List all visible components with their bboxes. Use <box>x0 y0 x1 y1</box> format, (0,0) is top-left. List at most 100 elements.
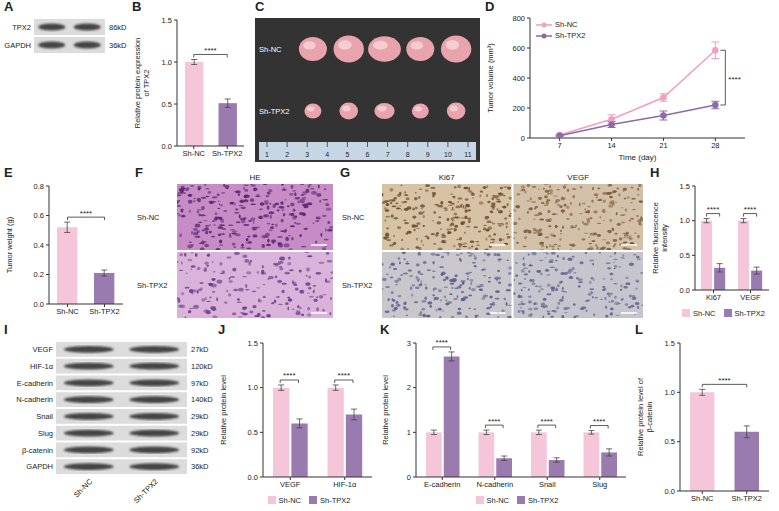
svg-text:0: 0 <box>521 134 525 143</box>
svg-text:Relative protein expression: Relative protein expression <box>133 38 142 128</box>
svg-text:Slug: Slug <box>592 480 607 489</box>
svg-text:36kD: 36kD <box>109 41 127 50</box>
svg-text:****: **** <box>707 205 719 214</box>
svg-text:1: 1 <box>407 428 411 437</box>
svg-text:3: 3 <box>305 151 309 158</box>
svg-text:Sh-TPX2: Sh-TPX2 <box>137 281 167 290</box>
svg-text:0.2: 0.2 <box>34 270 44 279</box>
svg-text:****: **** <box>744 205 756 214</box>
svg-text:120kD: 120kD <box>191 362 213 371</box>
svg-text:0.5: 0.5 <box>680 251 690 260</box>
svg-text:1.5: 1.5 <box>248 339 258 348</box>
svg-text:0.0: 0.0 <box>665 487 675 496</box>
svg-text:β-catenin: β-catenin <box>645 402 654 433</box>
svg-text:****: **** <box>488 417 500 426</box>
svg-text:****: **** <box>541 417 553 426</box>
svg-text:0.5: 0.5 <box>248 428 258 437</box>
svg-text:Sh-NC: Sh-NC <box>137 213 160 222</box>
svg-text:N-cadherin: N-cadherin <box>16 395 53 404</box>
svg-text:400: 400 <box>512 74 525 83</box>
svg-text:Sh-NC: Sh-NC <box>691 494 714 503</box>
svg-text:Sh-NC: Sh-NC <box>72 477 95 500</box>
svg-text:TPX2: TPX2 <box>12 23 31 32</box>
svg-text:E-cadherin: E-cadherin <box>424 480 460 489</box>
svg-text:0.5: 0.5 <box>665 437 675 446</box>
svg-text:0.5: 0.5 <box>162 100 172 109</box>
svg-text:****: **** <box>593 417 605 426</box>
svg-text:200: 200 <box>512 104 525 113</box>
svg-text:Relative fluorescence: Relative fluorescence <box>651 202 660 274</box>
svg-text:5: 5 <box>345 151 349 158</box>
svg-text:21: 21 <box>659 141 667 150</box>
svg-text:10: 10 <box>444 151 452 158</box>
svg-text:1.5: 1.5 <box>162 16 172 25</box>
svg-text:Sh-TPX2: Sh-TPX2 <box>732 494 762 503</box>
svg-text:HE: HE <box>249 173 260 182</box>
svg-text:****: **** <box>283 371 295 380</box>
svg-text:4: 4 <box>325 151 329 158</box>
svg-text:Snail: Snail <box>36 412 53 421</box>
svg-text:Sh-TPX2: Sh-TPX2 <box>89 307 119 316</box>
svg-text:0.0: 0.0 <box>248 473 258 482</box>
svg-text:0.6: 0.6 <box>34 211 44 220</box>
svg-text:1.5: 1.5 <box>665 339 675 348</box>
svg-text:Slug: Slug <box>38 429 53 438</box>
svg-text:Sh-NC: Sh-NC <box>56 307 79 316</box>
svg-text:Sh-NC: Sh-NC <box>259 45 282 54</box>
svg-text:1.0: 1.0 <box>680 216 690 225</box>
svg-text:β-catenin: β-catenin <box>22 446 53 455</box>
svg-text:Sh-TPX2: Sh-TPX2 <box>212 149 242 158</box>
svg-text:1.0: 1.0 <box>665 388 675 397</box>
svg-text:29kD: 29kD <box>191 412 209 421</box>
svg-text:8: 8 <box>406 151 410 158</box>
svg-text:N-cadherin: N-cadherin <box>476 480 513 489</box>
svg-text:Ki67: Ki67 <box>706 293 721 302</box>
svg-text:VEGF: VEGF <box>567 173 589 182</box>
svg-text:3: 3 <box>407 339 411 348</box>
svg-text:Relative protein level: Relative protein level <box>219 375 228 445</box>
svg-text:2: 2 <box>285 151 289 158</box>
svg-text:1: 1 <box>265 151 269 158</box>
svg-text:9: 9 <box>426 151 430 158</box>
svg-text:Relative protein level of: Relative protein level of <box>636 377 645 456</box>
svg-text:29kD: 29kD <box>191 429 209 438</box>
svg-text:VEGF: VEGF <box>740 293 761 302</box>
svg-text:1.0: 1.0 <box>162 58 172 67</box>
svg-text:1.0: 1.0 <box>248 383 258 392</box>
svg-text:36kD: 36kD <box>191 462 209 471</box>
svg-text:28: 28 <box>711 141 719 150</box>
svg-text:****: **** <box>204 46 216 55</box>
svg-text:0.4: 0.4 <box>34 241 44 250</box>
svg-text:Sh-TPX2: Sh-TPX2 <box>342 281 372 290</box>
svg-text:****: **** <box>338 371 350 380</box>
svg-text:GAPDH: GAPDH <box>26 462 53 471</box>
svg-text:97kD: 97kD <box>191 379 209 388</box>
svg-text:intensity: intensity <box>660 224 669 252</box>
svg-text:****: **** <box>80 209 92 218</box>
svg-text:Sh-TPX2: Sh-TPX2 <box>132 477 160 505</box>
svg-text:14: 14 <box>607 141 615 150</box>
svg-text:****: **** <box>436 338 448 347</box>
svg-text:140kD: 140kD <box>191 395 213 404</box>
svg-text:****: **** <box>718 376 730 385</box>
svg-text:7: 7 <box>386 151 390 158</box>
svg-text:VEGF: VEGF <box>33 345 54 354</box>
svg-text:E-cadherin: E-cadherin <box>17 379 53 388</box>
svg-text:600: 600 <box>512 44 525 53</box>
svg-text:Sh-NC: Sh-NC <box>182 149 205 158</box>
svg-text:86kD: 86kD <box>109 23 127 32</box>
svg-text:Tumor volume (mm³): Tumor volume (mm³) <box>486 43 495 113</box>
svg-text:27kD: 27kD <box>191 345 209 354</box>
svg-text:GAPDH: GAPDH <box>4 41 31 50</box>
svg-text:****: **** <box>728 75 740 84</box>
svg-text:Sh-TPX2: Sh-TPX2 <box>259 107 289 116</box>
svg-text:Tumor weight (g): Tumor weight (g) <box>5 216 14 273</box>
svg-text:11: 11 <box>464 151 471 158</box>
svg-text:2: 2 <box>407 383 411 392</box>
svg-text:Snail: Snail <box>539 480 556 489</box>
svg-text:Sh-NC: Sh-NC <box>342 213 365 222</box>
svg-text:HIF-1α: HIF-1α <box>30 362 54 371</box>
svg-text:7: 7 <box>558 141 562 150</box>
svg-text:Relative protein level: Relative protein level <box>381 375 390 445</box>
svg-text:Ki67: Ki67 <box>439 173 456 182</box>
